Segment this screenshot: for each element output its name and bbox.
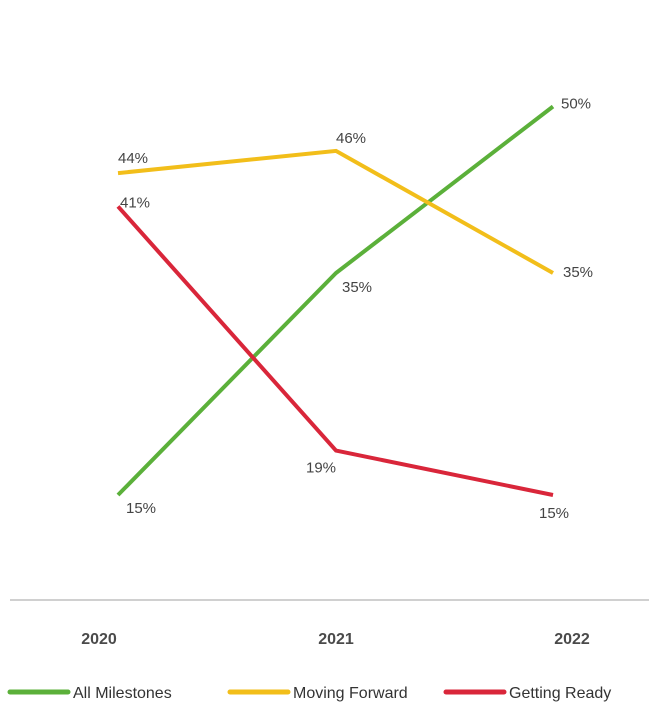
data-label-getting-ready-2021: 19%: [306, 460, 336, 477]
series-line-moving-forward: [117, 148, 554, 275]
x-axis-tick-labels: 2020 2021 2022: [81, 631, 590, 648]
data-label-all-milestones-2022: 50%: [561, 95, 591, 112]
legend-item-moving-forward: Moving Forward: [227, 685, 408, 702]
legend-item-getting-ready: Getting Ready: [443, 685, 611, 702]
data-label-getting-ready-2022: 15%: [539, 505, 569, 522]
data-label-all-milestones-2020: 15%: [126, 500, 156, 517]
data-label-all-milestones-2021: 35%: [342, 279, 372, 296]
x-tick-label-2022: 2022: [554, 631, 590, 648]
series-lines: [116, 104, 555, 497]
data-label-moving-forward-2020: 44%: [118, 150, 148, 167]
data-labels: 15% 35% 50% 44% 46% 35% 41% 19% 15%: [118, 95, 593, 522]
legend-item-all-milestones: All Milestones: [7, 685, 172, 702]
series-line-getting-ready: [116, 205, 554, 497]
data-label-moving-forward-2022: 35%: [563, 264, 593, 281]
legend-label-all-milestones: All Milestones: [73, 685, 172, 702]
data-label-moving-forward-2021: 46%: [336, 130, 366, 147]
x-tick-label-2020: 2020: [81, 631, 117, 648]
data-label-getting-ready-2020: 41%: [120, 194, 150, 211]
legend-label-getting-ready: Getting Ready: [509, 685, 611, 702]
legend: All Milestones Moving Forward Getting Read…: [7, 685, 611, 702]
series-line-all-milestones: [116, 104, 555, 497]
legend-label-moving-forward: Moving Forward: [293, 685, 408, 702]
x-tick-label-2021: 2021: [318, 631, 354, 648]
